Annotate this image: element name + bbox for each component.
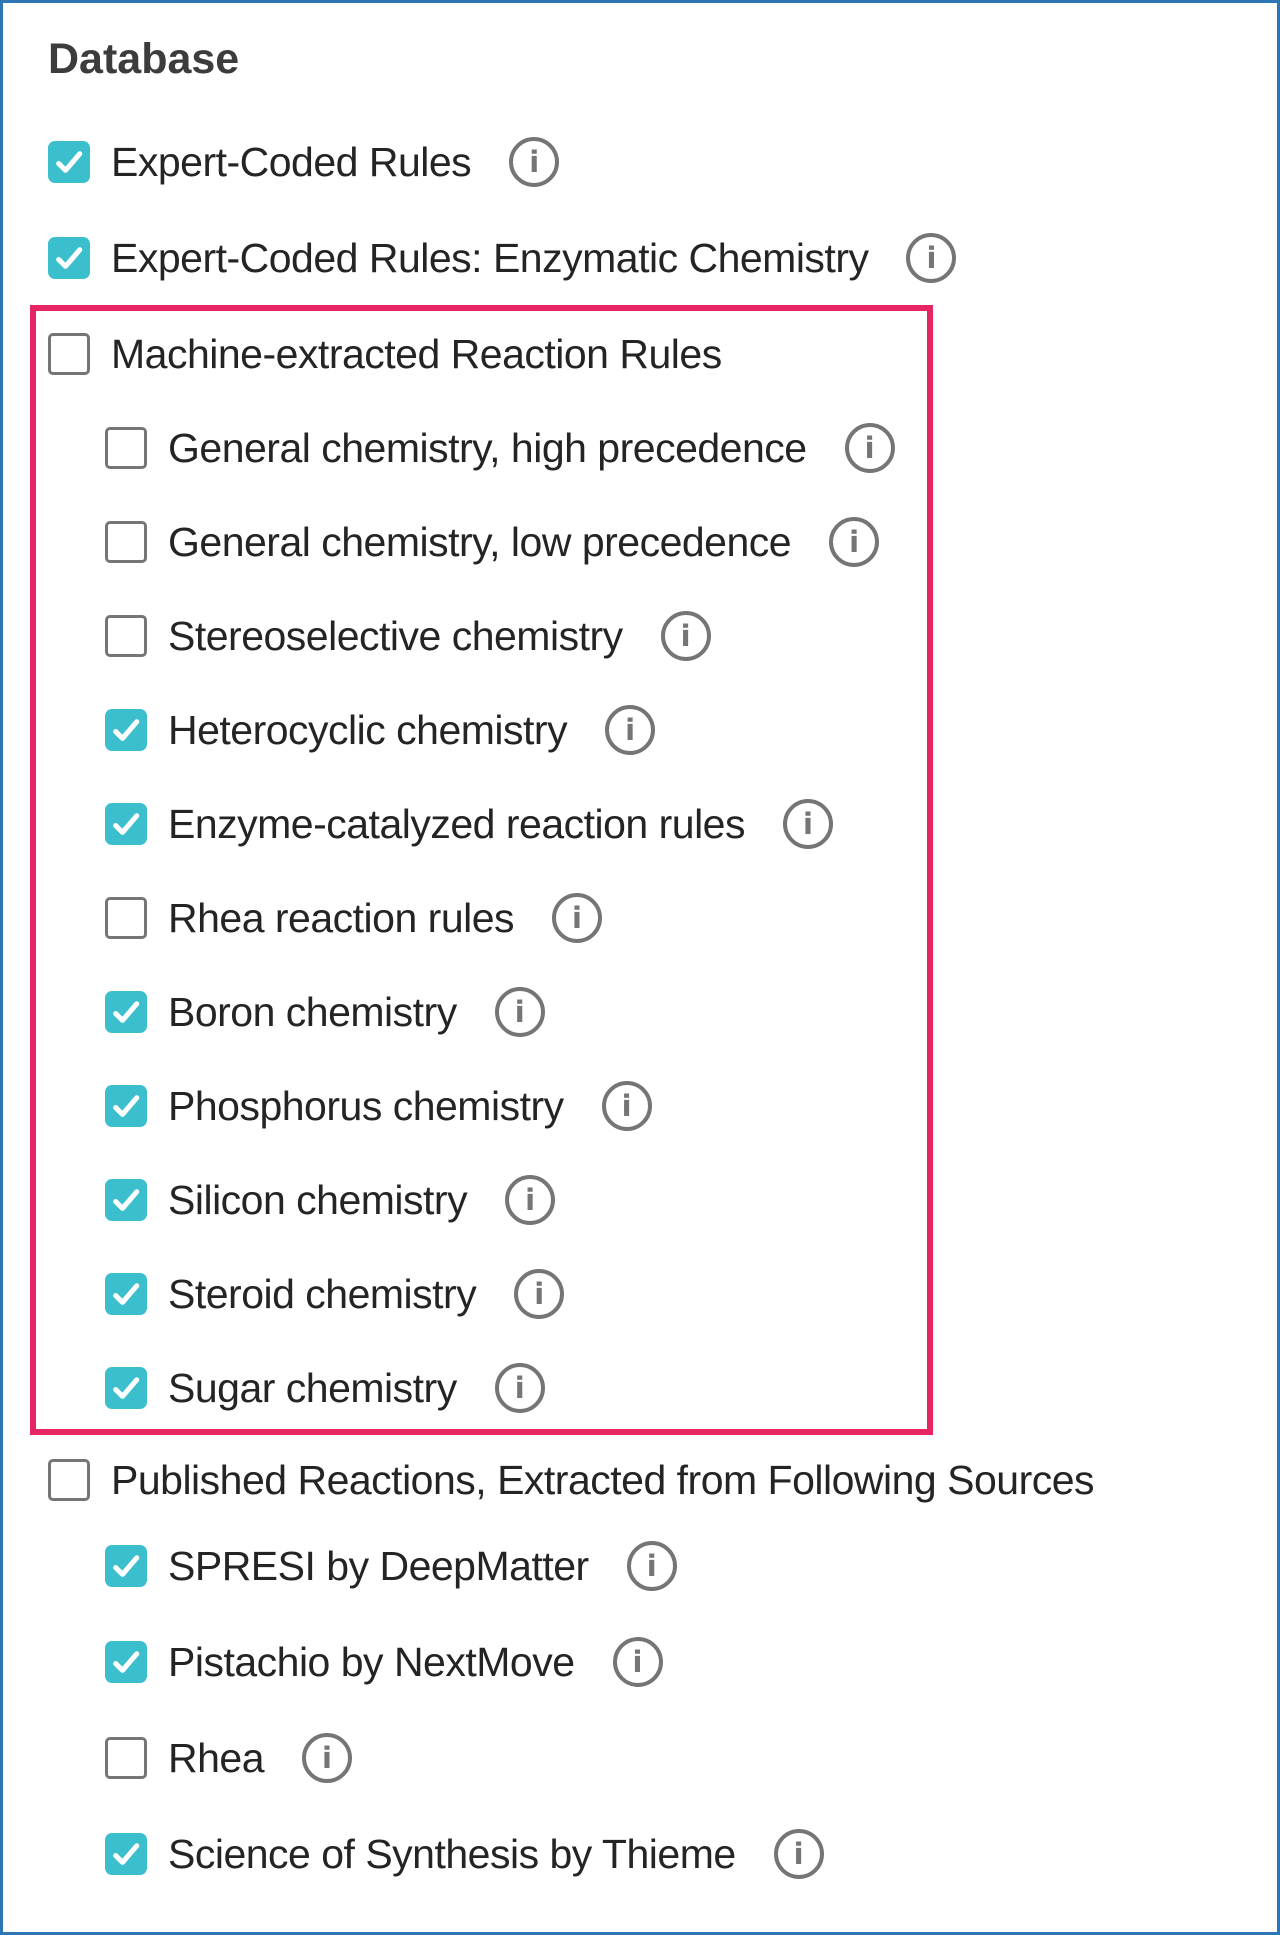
info-icon[interactable]: i [601,1081,652,1131]
info-icon[interactable]: i [605,705,656,755]
info-icon[interactable]: i [773,1829,824,1879]
info-icon[interactable]: i [514,1269,565,1319]
checkbox-pistachio-by-nextmove[interactable] [105,1641,147,1683]
checkbox-label-steroid-chemistry: Steroid chemistry [168,1270,477,1317]
checkmark-icon [113,1555,140,1577]
checkbox-row-heterocyclic-chemistry: Heterocyclic chemistry i [105,705,927,755]
checkmark-icon [56,151,83,173]
checkbox-published-reactions[interactable] [48,1459,90,1501]
checkbox-row-science-of-synthesis-by-thieme: Science of Synthesis by Thieme i [105,1829,1277,1879]
info-icon[interactable]: i [782,799,833,849]
checkbox-row-general-chemistry-low-precedence: General chemistry, low precedence i [105,517,927,567]
checkbox-spresi-by-deepmatter[interactable] [105,1545,147,1587]
info-icon[interactable]: i [626,1541,677,1591]
checkbox-boron-chemistry[interactable] [105,991,147,1033]
checkmark-icon [56,247,83,269]
checkbox-steroid-chemistry[interactable] [105,1273,147,1315]
checkbox-silicon-chemistry[interactable] [105,1179,147,1221]
checkbox-row-expert-coded-rules-enzymatic-chemistry: Expert-Coded Rules: Enzymatic Chemistry i [48,233,1277,283]
database-panel: Database Expert-Coded Rules i Expert-Coded… [3,3,1277,1879]
published-sources-rows: Published Reactions, Extracted from Foll… [48,1456,1277,1879]
checkmark-icon [113,719,140,741]
checkbox-general-chemistry-high-precedence[interactable] [105,427,147,469]
checkmark-icon [113,1651,140,1673]
checkmark-icon [113,1283,140,1305]
checkbox-row-machine-extracted-reaction-rules: Machine-extracted Reaction Rules [48,330,927,377]
checkmark-icon [113,1095,140,1117]
checkbox-label-boron-chemistry: Boron chemistry [168,988,457,1035]
checkbox-label-spresi-by-deepmatter: SPRESI by DeepMatter [168,1542,589,1589]
checkbox-row-phosphorus-chemistry: Phosphorus chemistry i [105,1081,927,1131]
top-level-rows: Expert-Coded Rules i Expert-Coded Rules: E… [48,137,1277,283]
checkmark-icon [113,1001,140,1023]
checkbox-label-general-chemistry-high-precedence: General chemistry, high precedence [168,424,807,471]
checkbox-label-heterocyclic-chemistry: Heterocyclic chemistry [168,706,568,753]
checkbox-phosphorus-chemistry[interactable] [105,1085,147,1127]
checkbox-row-boron-chemistry: Boron chemistry i [105,987,927,1037]
checkbox-general-chemistry-low-precedence[interactable] [105,521,147,563]
checkbox-row-silicon-chemistry: Silicon chemistry i [105,1175,927,1225]
info-icon[interactable]: i [660,611,711,661]
checkbox-label-expert-coded-rules: Expert-Coded Rules [111,138,472,185]
checkbox-label-machine-extracted-reaction-rules: Machine-extracted Reaction Rules [111,330,722,377]
checkbox-row-sugar-chemistry: Sugar chemistry i [105,1363,927,1413]
checkbox-label-rhea: Rhea [168,1734,265,1781]
checkbox-label-science-of-synthesis-by-thieme: Science of Synthesis by Thieme [168,1830,736,1877]
checkbox-row-rhea: Rhea i [105,1733,1277,1783]
info-icon[interactable]: i [844,423,895,473]
checkbox-row-general-chemistry-high-precedence: General chemistry, high precedence i [105,423,927,473]
checkbox-row-spresi-by-deepmatter: SPRESI by DeepMatter i [105,1541,1277,1591]
checkbox-expert-coded-rules[interactable] [48,141,90,183]
checkbox-enzyme-catalyzed-reaction-rules[interactable] [105,803,147,845]
checkbox-row-published-reactions: Published Reactions, Extracted from Foll… [48,1456,1277,1503]
section-title: Database [48,35,240,83]
checkbox-label-pistachio-by-nextmove: Pistachio by NextMove [168,1638,575,1685]
checkbox-sugar-chemistry[interactable] [105,1367,147,1409]
checkbox-label-rhea-reaction-rules: Rhea reaction rules [168,894,515,941]
checkbox-label-stereoselective-chemistry: Stereoselective chemistry [168,612,623,659]
checkbox-row-stereoselective-chemistry: Stereoselective chemistry i [105,611,927,661]
checkmark-icon [113,1843,140,1865]
checkbox-rhea[interactable] [105,1737,147,1779]
checkbox-label-general-chemistry-low-precedence: General chemistry, low precedence [168,518,792,565]
checkmark-icon [113,1377,140,1399]
checkbox-science-of-synthesis-by-thieme[interactable] [105,1833,147,1875]
info-icon[interactable]: i [494,1363,545,1413]
info-icon[interactable]: i [612,1637,663,1687]
checkbox-row-pistachio-by-nextmove: Pistachio by NextMove i [105,1637,1277,1687]
info-icon[interactable]: i [505,1175,556,1225]
checkbox-label-published-reactions: Published Reactions, Extracted from Foll… [111,1456,1095,1503]
checkmark-icon [113,1189,140,1211]
checkbox-rhea-reaction-rules[interactable] [105,897,147,939]
checkbox-row-expert-coded-rules: Expert-Coded Rules i [48,137,1277,187]
checkbox-label-expert-coded-rules-enzymatic-chemistry: Expert-Coded Rules: Enzymatic Chemistry [111,234,869,281]
checkbox-row-enzyme-catalyzed-reaction-rules: Enzyme-catalyzed reaction rules i [105,799,927,849]
checkbox-row-rhea-reaction-rules: Rhea reaction rules i [105,893,927,943]
info-icon[interactable]: i [494,987,545,1037]
checkbox-expert-coded-rules-enzymatic-chemistry[interactable] [48,237,90,279]
info-icon[interactable]: i [302,1733,353,1783]
checkbox-label-enzyme-catalyzed-reaction-rules: Enzyme-catalyzed reaction rules [168,800,745,847]
checkbox-stereoselective-chemistry[interactable] [105,615,147,657]
info-icon[interactable]: i [552,893,603,943]
checkbox-machine-extracted-reaction-rules[interactable] [48,333,90,375]
checkbox-heterocyclic-chemistry[interactable] [105,709,147,751]
info-icon[interactable]: i [829,517,880,567]
checkbox-label-sugar-chemistry: Sugar chemistry [168,1364,457,1411]
highlight-box: Machine-extracted Reaction Rules General … [30,305,933,1435]
info-icon[interactable]: i [906,233,957,283]
checkmark-icon [113,813,140,835]
checkbox-label-phosphorus-chemistry: Phosphorus chemistry [168,1082,564,1129]
checkbox-row-steroid-chemistry: Steroid chemistry i [105,1269,927,1319]
checkbox-label-silicon-chemistry: Silicon chemistry [168,1176,468,1223]
info-icon[interactable]: i [509,137,560,187]
